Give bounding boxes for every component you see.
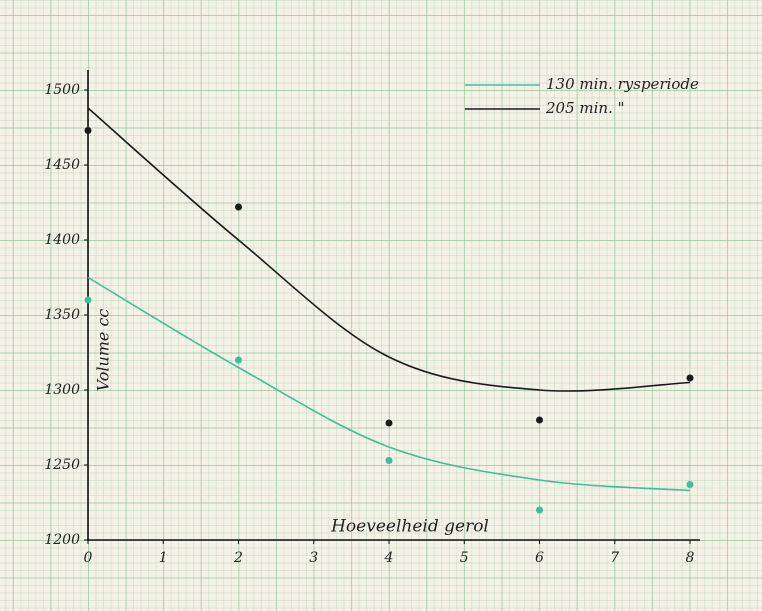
x-tick-label: 6 xyxy=(535,550,544,566)
chart: Hoeveelheid gerol Volume cc 0 1 2 3 4 5 6 7 8 120… xyxy=(0,0,762,611)
measured-point xyxy=(235,357,242,364)
fitted-curve xyxy=(88,108,690,391)
measured-point xyxy=(386,457,393,464)
y-tick-label: 1250 xyxy=(44,457,80,473)
legend-label: 130 min. rysperiode xyxy=(546,75,699,93)
x-tick-label: 0 xyxy=(84,550,93,566)
x-tick-label: 5 xyxy=(460,550,469,566)
y-tick-label: 1350 xyxy=(44,307,80,323)
measured-point xyxy=(235,204,242,211)
y-tick-label: 1200 xyxy=(44,532,80,548)
measured-point xyxy=(536,417,543,424)
measured-point xyxy=(386,420,393,427)
x-tick-label: 8 xyxy=(686,550,695,566)
measured-point xyxy=(536,507,543,514)
y-tick-label: 1500 xyxy=(44,82,80,98)
y-tick-label: 1300 xyxy=(44,382,80,398)
legend-label: 205 min. " xyxy=(545,99,625,117)
measured-point xyxy=(85,127,92,134)
y-axis-label: Volume cc xyxy=(94,309,113,392)
x-axis-label: Hoeveelheid gerol xyxy=(330,517,489,537)
measured-point xyxy=(687,375,694,382)
x-tick-label: 3 xyxy=(309,550,318,566)
y-tick-label: 1450 xyxy=(44,157,80,173)
x-tick-label: 2 xyxy=(233,550,243,566)
measured-point xyxy=(85,297,92,304)
x-tick-label: 1 xyxy=(159,550,168,566)
x-tick-label: 4 xyxy=(384,550,394,566)
measured-point xyxy=(687,481,694,488)
y-tick-label: 1400 xyxy=(44,232,80,248)
x-tick-label: 7 xyxy=(610,550,619,566)
